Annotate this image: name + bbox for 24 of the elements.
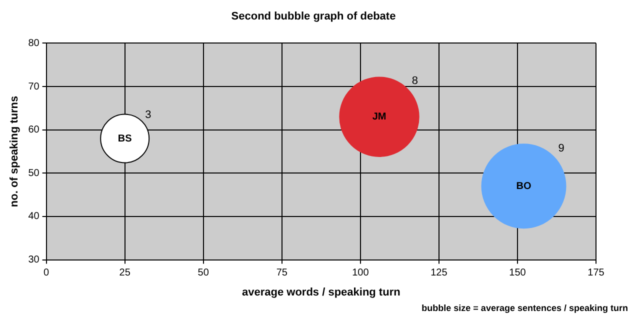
data-label: 8 [412, 75, 418, 88]
chart-title: Second bubble graph of debate [231, 10, 396, 23]
data-label: 9 [558, 142, 564, 155]
y-tick-label: 50 [28, 168, 40, 179]
y-tick-label: 30 [28, 254, 40, 266]
text: bubble size = average sentences / speaking turn [422, 302, 628, 313]
x-tick-label: 175 [588, 268, 605, 279]
x-tick-label: 125 [430, 268, 448, 279]
x-axis-title: average words / speaking turn [242, 286, 401, 298]
series-label: BS [118, 133, 132, 144]
x-tick-label: 150 [509, 268, 526, 279]
y-tick-label: 40 [28, 211, 40, 222]
y-tick-label: 60 [28, 124, 40, 136]
series-label: BO [516, 180, 532, 192]
y-tick-label: 80 [28, 38, 40, 49]
x-tick-label: 75 [276, 268, 288, 279]
y-tick-label: 70 [28, 81, 40, 92]
x-tick-label: 0 [44, 268, 50, 279]
x-tick-label: 100 [352, 268, 370, 279]
data-label: 3 [145, 109, 152, 122]
y-axis-title: no. of speaking turns [8, 96, 21, 208]
x-tick-label: 50 [198, 268, 210, 279]
series-label: JM [372, 112, 386, 123]
x-tick-label: 25 [119, 268, 131, 279]
